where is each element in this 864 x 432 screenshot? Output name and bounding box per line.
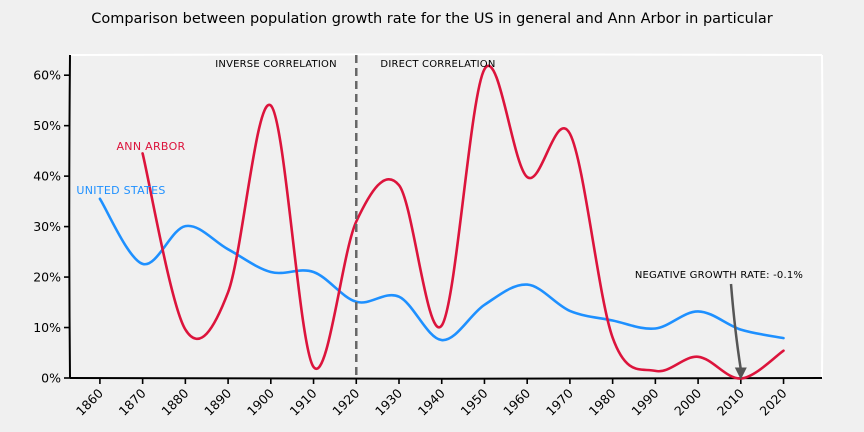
annotations: INVERSE CORRELATION DIRECT CORRELATION N… [76,55,803,380]
x-axis-line [69,377,823,380]
series-layer [98,64,785,380]
plot-frame-right [821,54,824,379]
negative-growth-arrow [729,283,743,370]
ann-arbor-series-label: ANN ARBOR [116,140,185,153]
y-axis-line [68,54,71,379]
y-tick-label: 30% [33,219,61,234]
negative-growth-label: NEGATIVE GROWTH RATE: -0.1% [635,270,803,281]
ann-arbor-line [141,64,785,380]
y-tick-label: 40% [33,169,61,184]
y-tick-label: 0% [41,371,61,386]
united-states-line [98,197,785,342]
negative-growth-arrowhead [734,367,747,380]
inverse-correlation-label: INVERSE CORRELATION [215,59,337,70]
y-tick-label: 10% [33,320,61,335]
y-tick-label: 20% [33,270,61,285]
chart-title: Comparison between population growth rat… [91,11,773,27]
united-states-series-label: UNITED STATES [76,184,165,197]
direct-correlation-label: DIRECT CORRELATION [380,59,495,70]
plot-frame-top [69,53,823,56]
y-tick-label: 60% [33,68,61,83]
y-tick-label: 50% [33,118,61,133]
plot-area [70,55,822,378]
